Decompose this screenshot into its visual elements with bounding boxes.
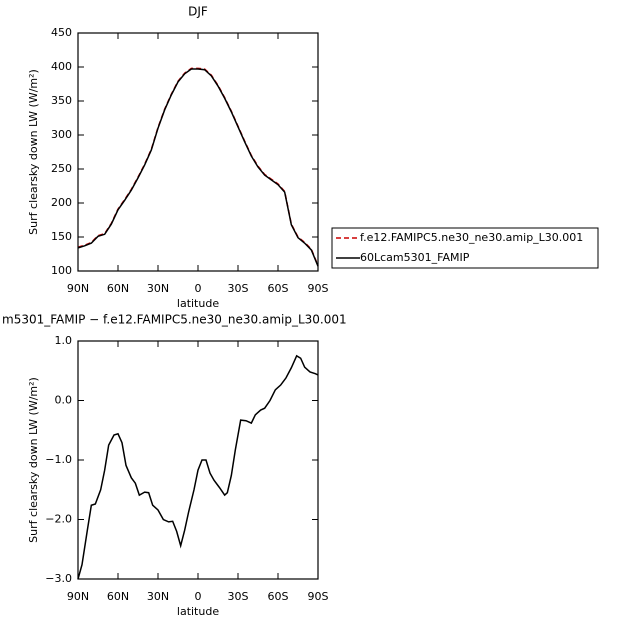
data-line (77, 354, 319, 580)
y-tick-label: −3.0 (45, 572, 72, 585)
y-tick-label: 0.0 (55, 394, 73, 407)
y-tick-label: 400 (51, 60, 72, 73)
x-tick-label: 60N (107, 282, 129, 295)
chart-title: m5301_FAMIP − f.e12.FAMIPC5.ne30_ne30.am… (2, 313, 347, 327)
x-tick-label: 0 (195, 590, 202, 603)
y-tick-label: 100 (51, 264, 72, 277)
x-tick-label: 30S (228, 590, 249, 603)
x-tick-label: 30S (228, 282, 249, 295)
y-tick-label: −2.0 (45, 513, 72, 526)
x-tick-label: 90S (308, 282, 329, 295)
x-tick-label: 90N (67, 282, 89, 295)
y-axis-label: Surf clearsky down LW (W/m²) (27, 69, 40, 235)
chart-title: DJF (188, 5, 208, 19)
y-tick-label: −1.0 (45, 453, 72, 466)
y-axis-label: Surf clearsky down LW (W/m²) (27, 377, 40, 543)
legend-label: 60Lcam5301_FAMIP (360, 251, 470, 264)
x-tick-label: 60S (268, 282, 289, 295)
x-tick-label: 90N (67, 590, 89, 603)
plot-frame (77, 32, 319, 272)
x-tick-label: 30N (147, 590, 169, 603)
y-tick-label: 200 (51, 196, 72, 209)
y-tick-label: 150 (51, 230, 72, 243)
y-tick-label: 350 (51, 94, 72, 107)
x-tick-label: 30N (147, 282, 169, 295)
legend-box (331, 227, 599, 269)
data-line (77, 68, 319, 267)
y-tick-label: 450 (51, 26, 72, 39)
y-tick-label: 250 (51, 162, 72, 175)
x-axis-label: latitude (177, 605, 219, 618)
x-tick-label: 60S (268, 590, 289, 603)
x-tick-label: 90S (308, 590, 329, 603)
legend-label: f.e12.FAMIPC5.ne30_ne30.amip_L30.001 (360, 231, 583, 244)
data-line (77, 67, 319, 266)
x-tick-label: 60N (107, 590, 129, 603)
x-tick-label: 0 (195, 282, 202, 295)
plot-frame (77, 340, 319, 580)
y-tick-label: 300 (51, 128, 72, 141)
y-tick-label: 1.0 (55, 334, 73, 347)
x-axis-label: latitude (177, 297, 219, 310)
